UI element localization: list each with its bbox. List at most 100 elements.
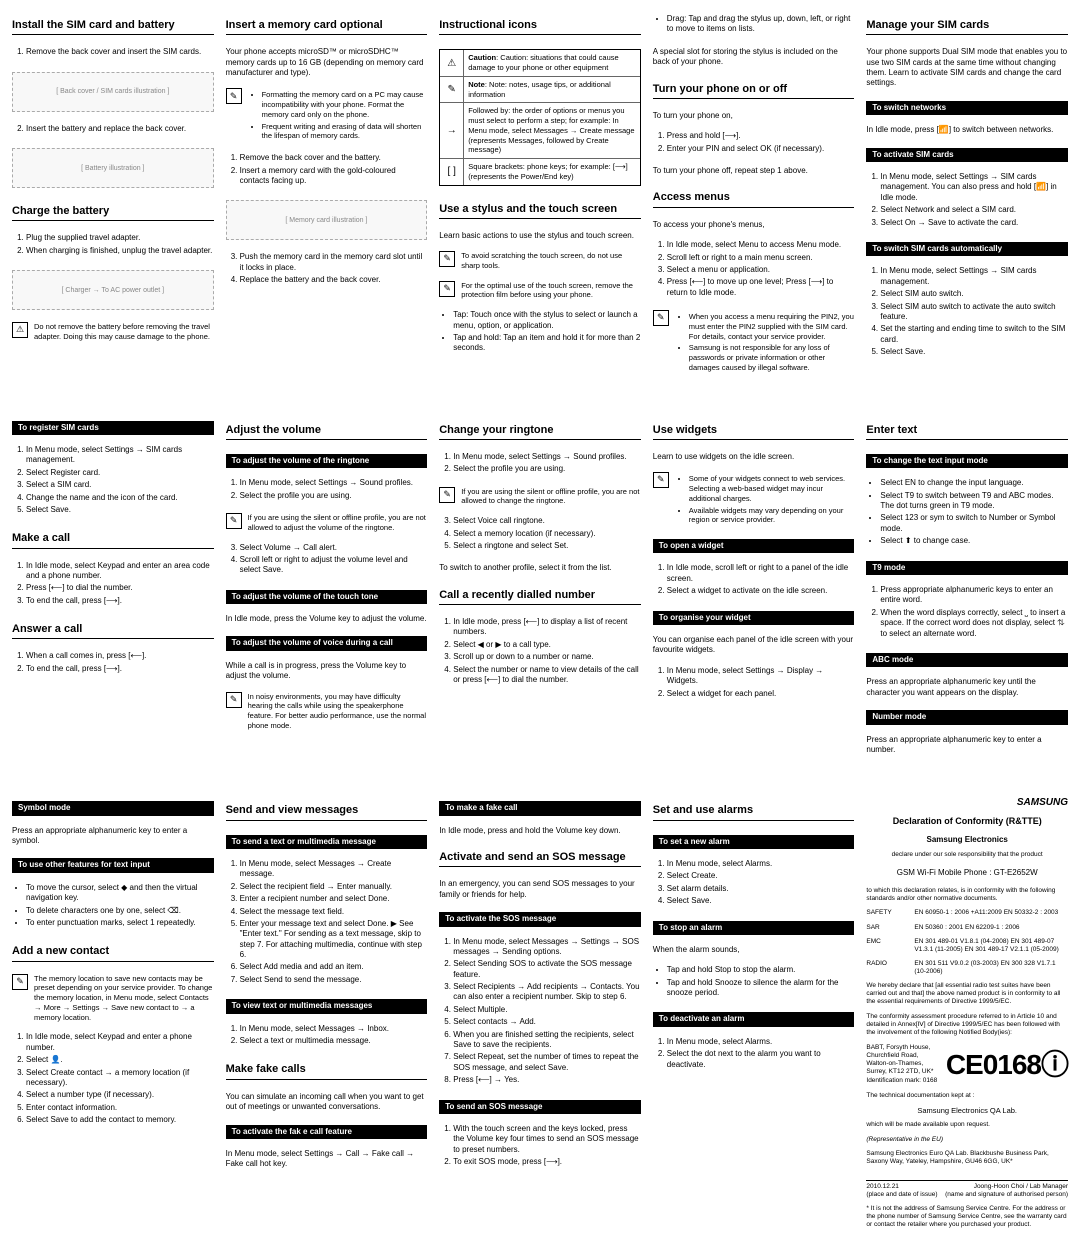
doc-date-note: (place and date of issue)	[866, 1191, 937, 1199]
turn-off-note: To turn your phone off, repeat step 1 ab…	[653, 166, 855, 176]
make-fake-call-label: To make a fake call	[439, 801, 641, 815]
doc-date: 2010.12.21	[866, 1183, 937, 1191]
access-step: Press [⟵] to move up one level; Press [⟶…	[667, 277, 855, 298]
sos-send-step: To exit SOS mode, press [⟶].	[453, 1157, 641, 1167]
charge-step: Plug the supplied travel adapter.	[26, 233, 214, 243]
organise-widget-text: You can organise each panel of the idle …	[653, 635, 855, 656]
sos-step: Select Multiple.	[453, 1005, 641, 1015]
doc-rep: (Representative in the EU)	[866, 1136, 1068, 1144]
caution-icon: ⚠	[440, 50, 464, 76]
other-feature: To delete characters one by one, select …	[26, 906, 214, 916]
open-widget-step: Select a widget to activate on the idle …	[667, 586, 855, 596]
doc-signer: Joong-Hoon Choi / Lab Manager	[945, 1183, 1068, 1191]
voice-vol-text: While a call is in progress, press the V…	[226, 661, 428, 682]
brackets-icon: [ ]	[440, 159, 464, 185]
warning-icon: ⚠	[12, 322, 28, 338]
sos-step: Press [⟵] → Yes.	[453, 1075, 641, 1085]
contact-step: Enter contact information.	[26, 1103, 214, 1113]
mem-step: Replace the battery and the back cover.	[240, 275, 428, 285]
abc-mode-label: ABC mode	[866, 653, 1068, 667]
ringtone-vol-label: To adjust the volume of the ringtone	[226, 454, 428, 468]
widget-note: Some of your widgets connect to web serv…	[689, 474, 855, 503]
auto-switch-label: To switch SIM cards automatically	[866, 242, 1068, 256]
widget-note: Available widgets may vary depending on …	[689, 506, 855, 526]
other-feature: To move the cursor, select ◆ and then th…	[26, 883, 214, 904]
note-icon: ✎	[226, 692, 242, 708]
switch-networks-text: In Idle mode, press [📶] to switch betwee…	[866, 125, 1068, 135]
manual-page-row3: Symbol mode Press an appropriate alphanu…	[12, 797, 1068, 1229]
access-notes: When you access a menu requiring the PIN…	[675, 310, 855, 375]
stylus-action: Tap: Touch once with the stylus to selec…	[453, 310, 641, 331]
touch-vol-label: To adjust the volume of the touch tone	[226, 590, 428, 604]
view-msg-label: To view text or multimedia messages	[226, 999, 428, 1013]
touch-vol-text: In Idle mode, press the Volume key to ad…	[226, 614, 428, 624]
contact-step: Select Save to add the contact to memory…	[26, 1115, 214, 1125]
send-msg-step: Select Send to send the message.	[240, 975, 428, 985]
note-icon: ✎	[653, 310, 669, 326]
note-icon: ✎	[226, 513, 242, 529]
stop-alarm-intro: When the alarm sounds,	[653, 945, 855, 955]
alarm-step: Select Create.	[667, 871, 855, 881]
switch-networks-label: To switch networks	[866, 101, 1068, 115]
access-step: In Idle mode, select Menu to access Menu…	[667, 240, 855, 250]
send-msg-step: Enter a recipient number and select Done…	[240, 894, 428, 904]
contact-note: The memory location to save new contacts…	[34, 974, 214, 1023]
emc-val: EN 301 489-01 V1.8.1 (04-2008) EN 301 48…	[914, 938, 1068, 954]
answer-call-step: To end the call, press [⟶].	[26, 664, 214, 674]
auto-switch-step: In Menu mode, select Settings → SIM card…	[880, 266, 1068, 287]
organise-step: Select a widget for each panel.	[667, 689, 855, 699]
sos-intro: In an emergency, you can send SOS messag…	[439, 879, 641, 900]
charge-title: Charge the battery	[12, 204, 214, 221]
ringtone-switch-note: To switch to another profile, select it …	[439, 563, 641, 573]
stylus-note: For the optimal use of the touch screen,…	[461, 281, 641, 301]
fake-call-activate-text: In Menu mode, select Settings → Call → F…	[226, 1149, 428, 1170]
adjust-volume-title: Adjust the volume	[226, 423, 428, 440]
stylus-slot-note: A special slot for storing the stylus is…	[653, 47, 855, 68]
memory-card-figure: [ Memory card illustration ]	[226, 200, 428, 240]
ringtone-step: Select Voice call ringtone.	[453, 516, 641, 526]
samsung-logo: SAMSUNG	[866, 797, 1068, 810]
turn-on-intro: To turn your phone on,	[653, 111, 855, 121]
send-msg-title: Send and view messages	[226, 803, 428, 820]
manage-sim-title: Manage your SIM cards	[866, 18, 1068, 35]
auto-switch-step: Set the starting and ending time to swit…	[880, 324, 1068, 345]
ringtone-step: In Menu mode, select Settings → Sound pr…	[240, 478, 428, 488]
make-fake-call-text: In Idle mode, press and hold the Volume …	[439, 826, 641, 836]
sos-send-label: To send an SOS message	[439, 1100, 641, 1114]
sar-val: EN 50360 : 2001 EN 62209-1 : 2006	[914, 924, 1019, 932]
doc-declare: declare under our sole responsibility th…	[866, 851, 1068, 859]
input-mode-step: Select T9 to switch between T9 and ABC m…	[880, 491, 1068, 512]
widgets-title: Use widgets	[653, 423, 855, 440]
alarm-step: In Menu mode, select Alarms.	[667, 859, 855, 869]
battery-figure: [ Battery illustration ]	[12, 148, 214, 188]
widget-notes: Some of your widgets connect to web serv…	[675, 472, 855, 527]
register-step: In Menu mode, select Settings → SIM card…	[26, 445, 214, 466]
note-icon: ✎	[440, 77, 464, 103]
sar-key: SAR	[866, 924, 906, 932]
icons-title: Instructional icons	[439, 18, 641, 35]
install-sim-step: Insert the battery and replace the back …	[26, 124, 214, 134]
contact-step: Select a number type (if necessary).	[26, 1090, 214, 1100]
ringtone-step: Select a ringtone and select Set.	[453, 541, 641, 551]
symbol-mode-label: Symbol mode	[12, 801, 214, 815]
mem-step: Remove the back cover and the battery.	[240, 153, 428, 163]
sos-title: Activate and send an SOS message	[439, 850, 641, 867]
charge-step: When charging is finished, unplug the tr…	[26, 246, 214, 256]
access-step: Select a menu or application.	[667, 265, 855, 275]
deactivate-step: In Menu mode, select Alarms.	[667, 1037, 855, 1047]
change-ringtone-title: Change your ringtone	[439, 423, 641, 440]
sos-step: When you are finished setting the recipi…	[453, 1030, 641, 1051]
doc-qalab: Samsung Electronics QA Lab.	[866, 1106, 1068, 1115]
other-features-label: To use other features for text input	[12, 858, 214, 872]
recent-step: In Idle mode, press [⟵] to display a lis…	[453, 617, 641, 638]
fake-calls-intro: You can simulate an incoming call when y…	[226, 1092, 428, 1113]
view-msg-step: Select a text or multimedia message.	[240, 1036, 428, 1046]
access-note: When you access a menu requiring the PIN…	[689, 312, 855, 341]
send-msg-step: Select Add media and add an item.	[240, 962, 428, 972]
doc-avail: which will be made available upon reques…	[866, 1121, 1068, 1129]
col-5: Manage your SIM cards Your phone support…	[866, 12, 1068, 377]
make-call-step: To end the call, press [⟶].	[26, 596, 214, 606]
doc-company: Samsung Electronics	[866, 835, 1068, 845]
make-call-step: Press [⟵] to dial the number.	[26, 583, 214, 593]
doc-hereby: We hereby declare that [all essential ra…	[866, 982, 1068, 1006]
